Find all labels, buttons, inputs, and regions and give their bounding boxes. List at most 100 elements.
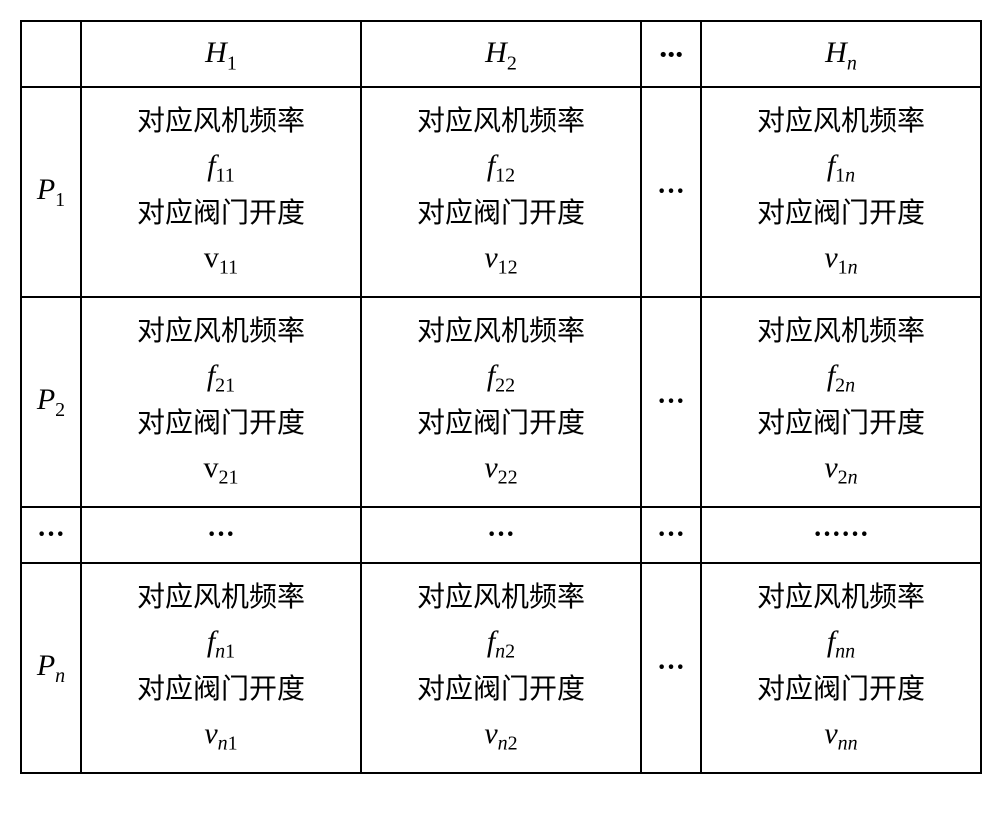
p1-sub: 1 <box>55 189 65 211</box>
row-pn: Pn 对应风机频率 fn1 对应阀门开度 vn1 对应风机频率 fn2 对应阀门… <box>21 563 981 773</box>
cell-pn-h2-vsubn: n <box>498 733 508 755</box>
cell-pn-h2-freq-label: 对应风机频率 <box>364 576 638 619</box>
cell-p2-h1-f: f <box>207 359 215 392</box>
cell-p1-hn-v: v <box>824 241 837 274</box>
row-p2: P2 对应风机频率 f21 对应阀门开度 v21 对应风机频率 f22 对应阀门… <box>21 297 981 507</box>
col-h2-var: H <box>485 36 507 69</box>
cell-p2-hn: 对应风机频率 f2n 对应阀门开度 v2n <box>701 297 981 507</box>
cell-p2-h1-vsub: 21 <box>219 467 239 489</box>
cell-p2-h1-valve-label: 对应阀门开度 <box>84 402 358 445</box>
col-header-h1: H1 <box>81 21 361 87</box>
cell-p1-h2-v: v <box>484 241 497 274</box>
cell-p1-ellipsis: ··· <box>641 87 701 297</box>
cell-pn-h2-valve-label: 对应阀门开度 <box>364 668 638 711</box>
cell-p2-h2-freq-label: 对应风机频率 <box>364 310 638 353</box>
col-hn-var: H <box>825 36 847 69</box>
p2-var: P <box>37 383 55 416</box>
cell-pn-h1-fsubn: n <box>215 641 225 663</box>
cell-pn-h1-valve-label: 对应阀门开度 <box>84 668 358 711</box>
cell-p2-h2-valve-label: 对应阀门开度 <box>364 402 638 445</box>
cell-pn-hn-f: f <box>827 625 835 658</box>
row-ellipsis: ··· ··· ··· ··· ······ <box>21 507 981 563</box>
cell-p2-h2-f: f <box>487 359 495 392</box>
cell-ellipsis-h2: ··· <box>361 507 641 563</box>
cell-p1-hn-vsubn: n <box>848 257 858 279</box>
p2-sub: 2 <box>55 399 65 421</box>
cell-pn-h1-fsub1: 1 <box>225 641 235 663</box>
cell-pn-h1-vsub1: 1 <box>228 733 238 755</box>
cell-ellipsis-h1: ··· <box>81 507 361 563</box>
cell-p1-hn-valve-label: 对应阀门开度 <box>704 192 978 235</box>
row-header-p1: P1 <box>21 87 81 297</box>
cell-p2-hn-vsubn: n <box>848 467 858 489</box>
cell-p1-h2-f: f <box>487 149 495 182</box>
cell-pn-h2: 对应风机频率 fn2 对应阀门开度 vn2 <box>361 563 641 773</box>
cell-p1-h1-f: f <box>207 149 215 182</box>
corner-cell <box>21 21 81 87</box>
cell-p2-h2-fsub: 22 <box>495 375 515 397</box>
cell-p2-h1-v: v <box>204 451 219 484</box>
cell-p1-h1: 对应风机频率 f11 对应阀门开度 v11 <box>81 87 361 297</box>
col-header-ellipsis: ··· <box>641 21 701 87</box>
cell-ellipsis-mid: ··· <box>641 507 701 563</box>
cell-p2-h2-vsub: 22 <box>498 467 518 489</box>
cell-pn-hn-v: v <box>824 717 837 750</box>
cell-pn-hn-vsub: nn <box>838 733 858 755</box>
col-hn-sub: n <box>847 52 857 74</box>
cell-p2-hn-valve-label: 对应阀门开度 <box>704 402 978 445</box>
row-header-pn: Pn <box>21 563 81 773</box>
cell-pn-h2-fsub2: 2 <box>505 641 515 663</box>
cell-p2-h1: 对应风机频率 f21 对应阀门开度 v21 <box>81 297 361 507</box>
cell-p1-hn-fsubn: n <box>845 165 855 187</box>
col-header-hn: Hn <box>701 21 981 87</box>
cell-p1-hn-fsub1: 1 <box>835 165 845 187</box>
cell-pn-h1-vsubn: n <box>218 733 228 755</box>
cell-p1-h1-vsub: 11 <box>219 257 238 279</box>
cell-p1-h1-v: v <box>204 241 219 274</box>
cell-pn-hn-valve-label: 对应阀门开度 <box>704 668 978 711</box>
cell-pn-h2-f: f <box>487 625 495 658</box>
cell-p1-hn-freq-label: 对应风机频率 <box>704 100 978 143</box>
cell-p2-h2-v: v <box>484 451 497 484</box>
cell-p1-h1-valve-label: 对应阀门开度 <box>84 192 358 235</box>
cell-p1-h2-valve-label: 对应阀门开度 <box>364 192 638 235</box>
cell-p2-hn-fsubn: n <box>845 375 855 397</box>
cell-pn-ellipsis: ··· <box>641 563 701 773</box>
matrix-table: H1 H2 ··· Hn P1 对应风机频率 f11 对应阀门开度 v11 对应… <box>20 20 982 774</box>
cell-p1-h1-fsub: 11 <box>216 165 235 187</box>
col-header-h2: H2 <box>361 21 641 87</box>
row-p1: P1 对应风机频率 f11 对应阀门开度 v11 对应风机频率 f12 对应阀门… <box>21 87 981 297</box>
col-h2-sub: 2 <box>507 52 517 74</box>
cell-p2-h1-freq-label: 对应风机频率 <box>84 310 358 353</box>
cell-pn-h2-v: v <box>484 717 497 750</box>
cell-p1-h1-freq-label: 对应风机频率 <box>84 100 358 143</box>
cell-p2-h1-fsub: 21 <box>215 375 235 397</box>
pn-var: P <box>37 649 55 682</box>
cell-p2-hn-freq-label: 对应风机频率 <box>704 310 978 353</box>
cell-p1-h2: 对应风机频率 f12 对应阀门开度 v12 <box>361 87 641 297</box>
cell-p2-hn-v: v <box>824 451 837 484</box>
cell-p2-ellipsis: ··· <box>641 297 701 507</box>
cell-p2-hn-vsub2: 2 <box>838 467 848 489</box>
cell-p1-h2-vsub: 12 <box>498 257 518 279</box>
cell-pn-hn: 对应风机频率 fnn 对应阀门开度 vnn <box>701 563 981 773</box>
cell-p2-hn-fsub2: 2 <box>835 375 845 397</box>
cell-pn-h1-v: v <box>204 717 217 750</box>
row-header-p2: P2 <box>21 297 81 507</box>
col-h1-var: H <box>205 36 227 69</box>
cell-ellipsis-hn: ······ <box>701 507 981 563</box>
cell-p1-h2-fsub: 12 <box>495 165 515 187</box>
p1-var: P <box>37 173 55 206</box>
cell-p2-hn-f: f <box>827 359 835 392</box>
pn-sub: n <box>55 665 65 687</box>
cell-p1-h2-freq-label: 对应风机频率 <box>364 100 638 143</box>
cell-pn-h1-freq-label: 对应风机频率 <box>84 576 358 619</box>
header-row: H1 H2 ··· Hn <box>21 21 981 87</box>
matrix-table-container: H1 H2 ··· Hn P1 对应风机频率 f11 对应阀门开度 v11 对应… <box>20 20 980 774</box>
cell-p1-hn-vsub1: 1 <box>838 257 848 279</box>
cell-pn-hn-freq-label: 对应风机频率 <box>704 576 978 619</box>
col-h1-sub: 1 <box>227 52 237 74</box>
cell-pn-h1: 对应风机频率 fn1 对应阀门开度 vn1 <box>81 563 361 773</box>
cell-p2-h2: 对应风机频率 f22 对应阀门开度 v22 <box>361 297 641 507</box>
cell-pn-h2-vsub2: 2 <box>508 733 518 755</box>
